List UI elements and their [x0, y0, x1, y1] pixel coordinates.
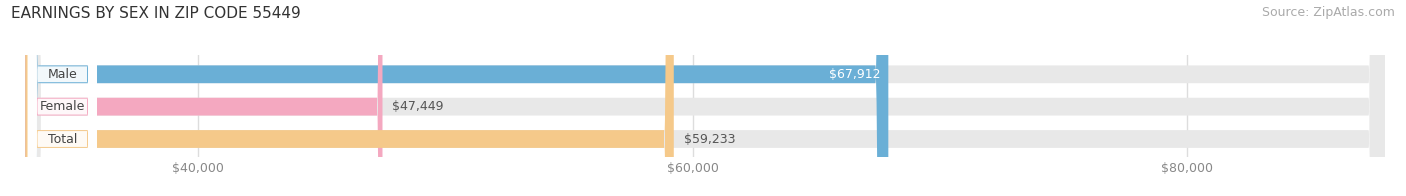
FancyBboxPatch shape: [25, 0, 382, 196]
Text: $67,912: $67,912: [830, 68, 882, 81]
FancyBboxPatch shape: [25, 0, 1385, 196]
FancyBboxPatch shape: [25, 0, 1385, 196]
Text: EARNINGS BY SEX IN ZIP CODE 55449: EARNINGS BY SEX IN ZIP CODE 55449: [11, 6, 301, 21]
FancyBboxPatch shape: [25, 0, 889, 196]
Text: Female: Female: [39, 100, 86, 113]
Text: Source: ZipAtlas.com: Source: ZipAtlas.com: [1261, 6, 1395, 19]
FancyBboxPatch shape: [28, 0, 97, 196]
FancyBboxPatch shape: [25, 0, 1385, 196]
FancyBboxPatch shape: [28, 0, 97, 196]
Text: Male: Male: [48, 68, 77, 81]
Text: $59,233: $59,233: [683, 132, 735, 145]
FancyBboxPatch shape: [28, 0, 97, 196]
Text: $47,449: $47,449: [392, 100, 444, 113]
Text: Total: Total: [48, 132, 77, 145]
FancyBboxPatch shape: [25, 0, 673, 196]
